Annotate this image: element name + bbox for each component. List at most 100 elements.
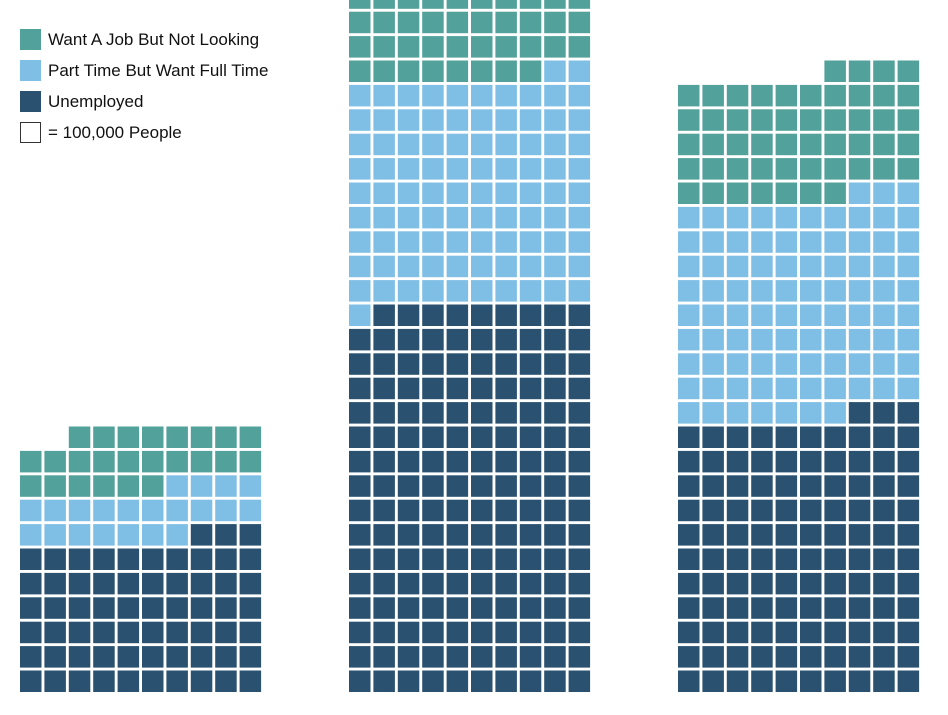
- waffle-cell-unemployed: [848, 524, 871, 546]
- waffle-cell-part-time-but-want-full-time: [397, 182, 420, 204]
- waffle-cell-part-time-but-want-full-time: [471, 280, 493, 302]
- waffle-cell-part-time-but-want-full-time: [397, 158, 420, 180]
- waffle-cell-want-a-job-but-not-looking: [519, 60, 542, 82]
- waffle-cell-unemployed: [166, 548, 188, 570]
- waffle-cell-part-time-but-want-full-time: [397, 231, 420, 253]
- waffle-cell-unemployed: [544, 670, 566, 692]
- waffle-cell-unemployed: [20, 621, 42, 644]
- waffle-cell-want-a-job-but-not-looking: [422, 0, 444, 9]
- waffle-cell-part-time-but-want-full-time: [544, 109, 566, 131]
- waffle-cell-unemployed: [751, 450, 773, 473]
- waffle-cell-unemployed: [397, 646, 420, 668]
- waffle-cell-part-time-but-want-full-time: [446, 109, 469, 131]
- waffle-cell-want-a-job-but-not-looking: [726, 133, 749, 156]
- waffle-cell-unemployed: [166, 572, 188, 595]
- waffle-cell-unemployed: [775, 524, 798, 546]
- waffle-cell-unemployed: [848, 450, 871, 473]
- waffle-cell-part-time-but-want-full-time: [397, 133, 420, 156]
- waffle-cell-unemployed: [117, 597, 140, 619]
- waffle-cell-unemployed: [824, 572, 846, 595]
- waffle-cell-unemployed: [349, 524, 371, 546]
- waffle-cell-unemployed: [68, 670, 91, 692]
- waffle-cell-part-time-but-want-full-time: [519, 231, 542, 253]
- waffle-cell-unemployed: [726, 548, 749, 570]
- waffle-cell-want-a-job-but-not-looking: [824, 133, 846, 156]
- waffle-cell-want-a-job-but-not-looking: [44, 450, 66, 473]
- waffle-cell-want-a-job-but-not-looking: [544, 11, 566, 34]
- waffle-cell-part-time-but-want-full-time: [373, 109, 395, 131]
- waffle-cell-unemployed: [215, 548, 237, 570]
- waffle-cell-want-a-job-but-not-looking: [800, 182, 822, 204]
- waffle-cell-want-a-job-but-not-looking: [446, 36, 469, 58]
- waffle-cell-part-time-but-want-full-time: [544, 255, 566, 278]
- waffle-block-1: [20, 426, 262, 692]
- waffle-cell-part-time-but-want-full-time: [495, 280, 517, 302]
- waffle-cell-unemployed: [568, 499, 591, 522]
- waffle-cell-part-time-but-want-full-time: [215, 475, 237, 497]
- waffle-cell-part-time-but-want-full-time: [848, 206, 871, 229]
- waffle-cell-part-time-but-want-full-time: [495, 206, 517, 229]
- waffle-cell-part-time-but-want-full-time: [446, 84, 469, 107]
- waffle-cell-part-time-but-want-full-time: [800, 304, 822, 326]
- waffle-cell-unemployed: [422, 328, 444, 351]
- waffle-cell-part-time-but-want-full-time: [873, 328, 895, 351]
- waffle-cell-want-a-job-but-not-looking: [68, 426, 91, 448]
- waffle-cell-unemployed: [726, 572, 749, 595]
- waffle-cell-unemployed: [215, 597, 237, 619]
- waffle-cell-part-time-but-want-full-time: [751, 255, 773, 278]
- waffle-cell-part-time-but-want-full-time: [702, 304, 724, 326]
- waffle-cell-unemployed: [397, 304, 420, 326]
- waffle-cell-want-a-job-but-not-looking: [166, 426, 188, 448]
- waffle-cell-unemployed: [44, 548, 66, 570]
- waffle-cell-unemployed: [373, 499, 395, 522]
- waffle-cell-unemployed: [678, 572, 700, 595]
- waffle-cell-want-a-job-but-not-looking: [495, 0, 517, 9]
- waffle-cell-unemployed: [897, 426, 920, 448]
- waffle-cell-want-a-job-but-not-looking: [800, 84, 822, 107]
- waffle-cell-want-a-job-but-not-looking: [239, 426, 262, 448]
- waffle-cell-unemployed: [726, 524, 749, 546]
- waffle-cell-part-time-but-want-full-time: [471, 206, 493, 229]
- waffle-cell-part-time-but-want-full-time: [471, 231, 493, 253]
- waffle-cell-part-time-but-want-full-time: [519, 158, 542, 180]
- waffle-cell-part-time-but-want-full-time: [568, 109, 591, 131]
- waffle-cell-unemployed: [239, 670, 262, 692]
- waffle-cell-unemployed: [190, 548, 213, 570]
- waffle-cell-unemployed: [446, 499, 469, 522]
- waffle-cell-unemployed: [897, 475, 920, 497]
- waffle-cell-part-time-but-want-full-time: [702, 353, 724, 375]
- waffle-cell-unemployed: [519, 597, 542, 619]
- waffle-cell-unemployed: [215, 621, 237, 644]
- waffle-cell-want-a-job-but-not-looking: [142, 475, 164, 497]
- waffle-cell-unemployed: [44, 597, 66, 619]
- waffle-cell-want-a-job-but-not-looking: [117, 475, 140, 497]
- waffle-cell-part-time-but-want-full-time: [349, 109, 371, 131]
- waffle-cell-unemployed: [897, 450, 920, 473]
- waffle-cell-part-time-but-want-full-time: [495, 255, 517, 278]
- waffle-cell-want-a-job-but-not-looking: [678, 182, 700, 204]
- waffle-cell-part-time-but-want-full-time: [678, 402, 700, 424]
- waffle-cell-unemployed: [20, 597, 42, 619]
- waffle-cell-unemployed: [800, 426, 822, 448]
- waffle-cell-unemployed: [873, 499, 895, 522]
- waffle-cell-unemployed: [373, 572, 395, 595]
- waffle-cell-part-time-but-want-full-time: [897, 182, 920, 204]
- waffle-cell-unemployed: [848, 426, 871, 448]
- waffle-cell-want-a-job-but-not-looking: [897, 158, 920, 180]
- waffle-cell-unemployed: [678, 548, 700, 570]
- waffle-cell-unemployed: [678, 450, 700, 473]
- waffle-cell-unemployed: [397, 572, 420, 595]
- waffle-cell-unemployed: [446, 377, 469, 400]
- waffle-cell-unemployed: [824, 646, 846, 668]
- waffle-cell-want-a-job-but-not-looking: [495, 11, 517, 34]
- waffle-cell-unemployed: [190, 646, 213, 668]
- waffle-cell-unemployed: [397, 548, 420, 570]
- waffle-cell-unemployed: [544, 353, 566, 375]
- waffle-cell-unemployed: [93, 621, 115, 644]
- waffle-cell-part-time-but-want-full-time: [726, 280, 749, 302]
- waffle-cell-unemployed: [873, 524, 895, 546]
- waffle-cell-unemployed: [93, 670, 115, 692]
- waffle-cell-unemployed: [800, 670, 822, 692]
- waffle-cell-unemployed: [422, 450, 444, 473]
- waffle-cell-part-time-but-want-full-time: [68, 524, 91, 546]
